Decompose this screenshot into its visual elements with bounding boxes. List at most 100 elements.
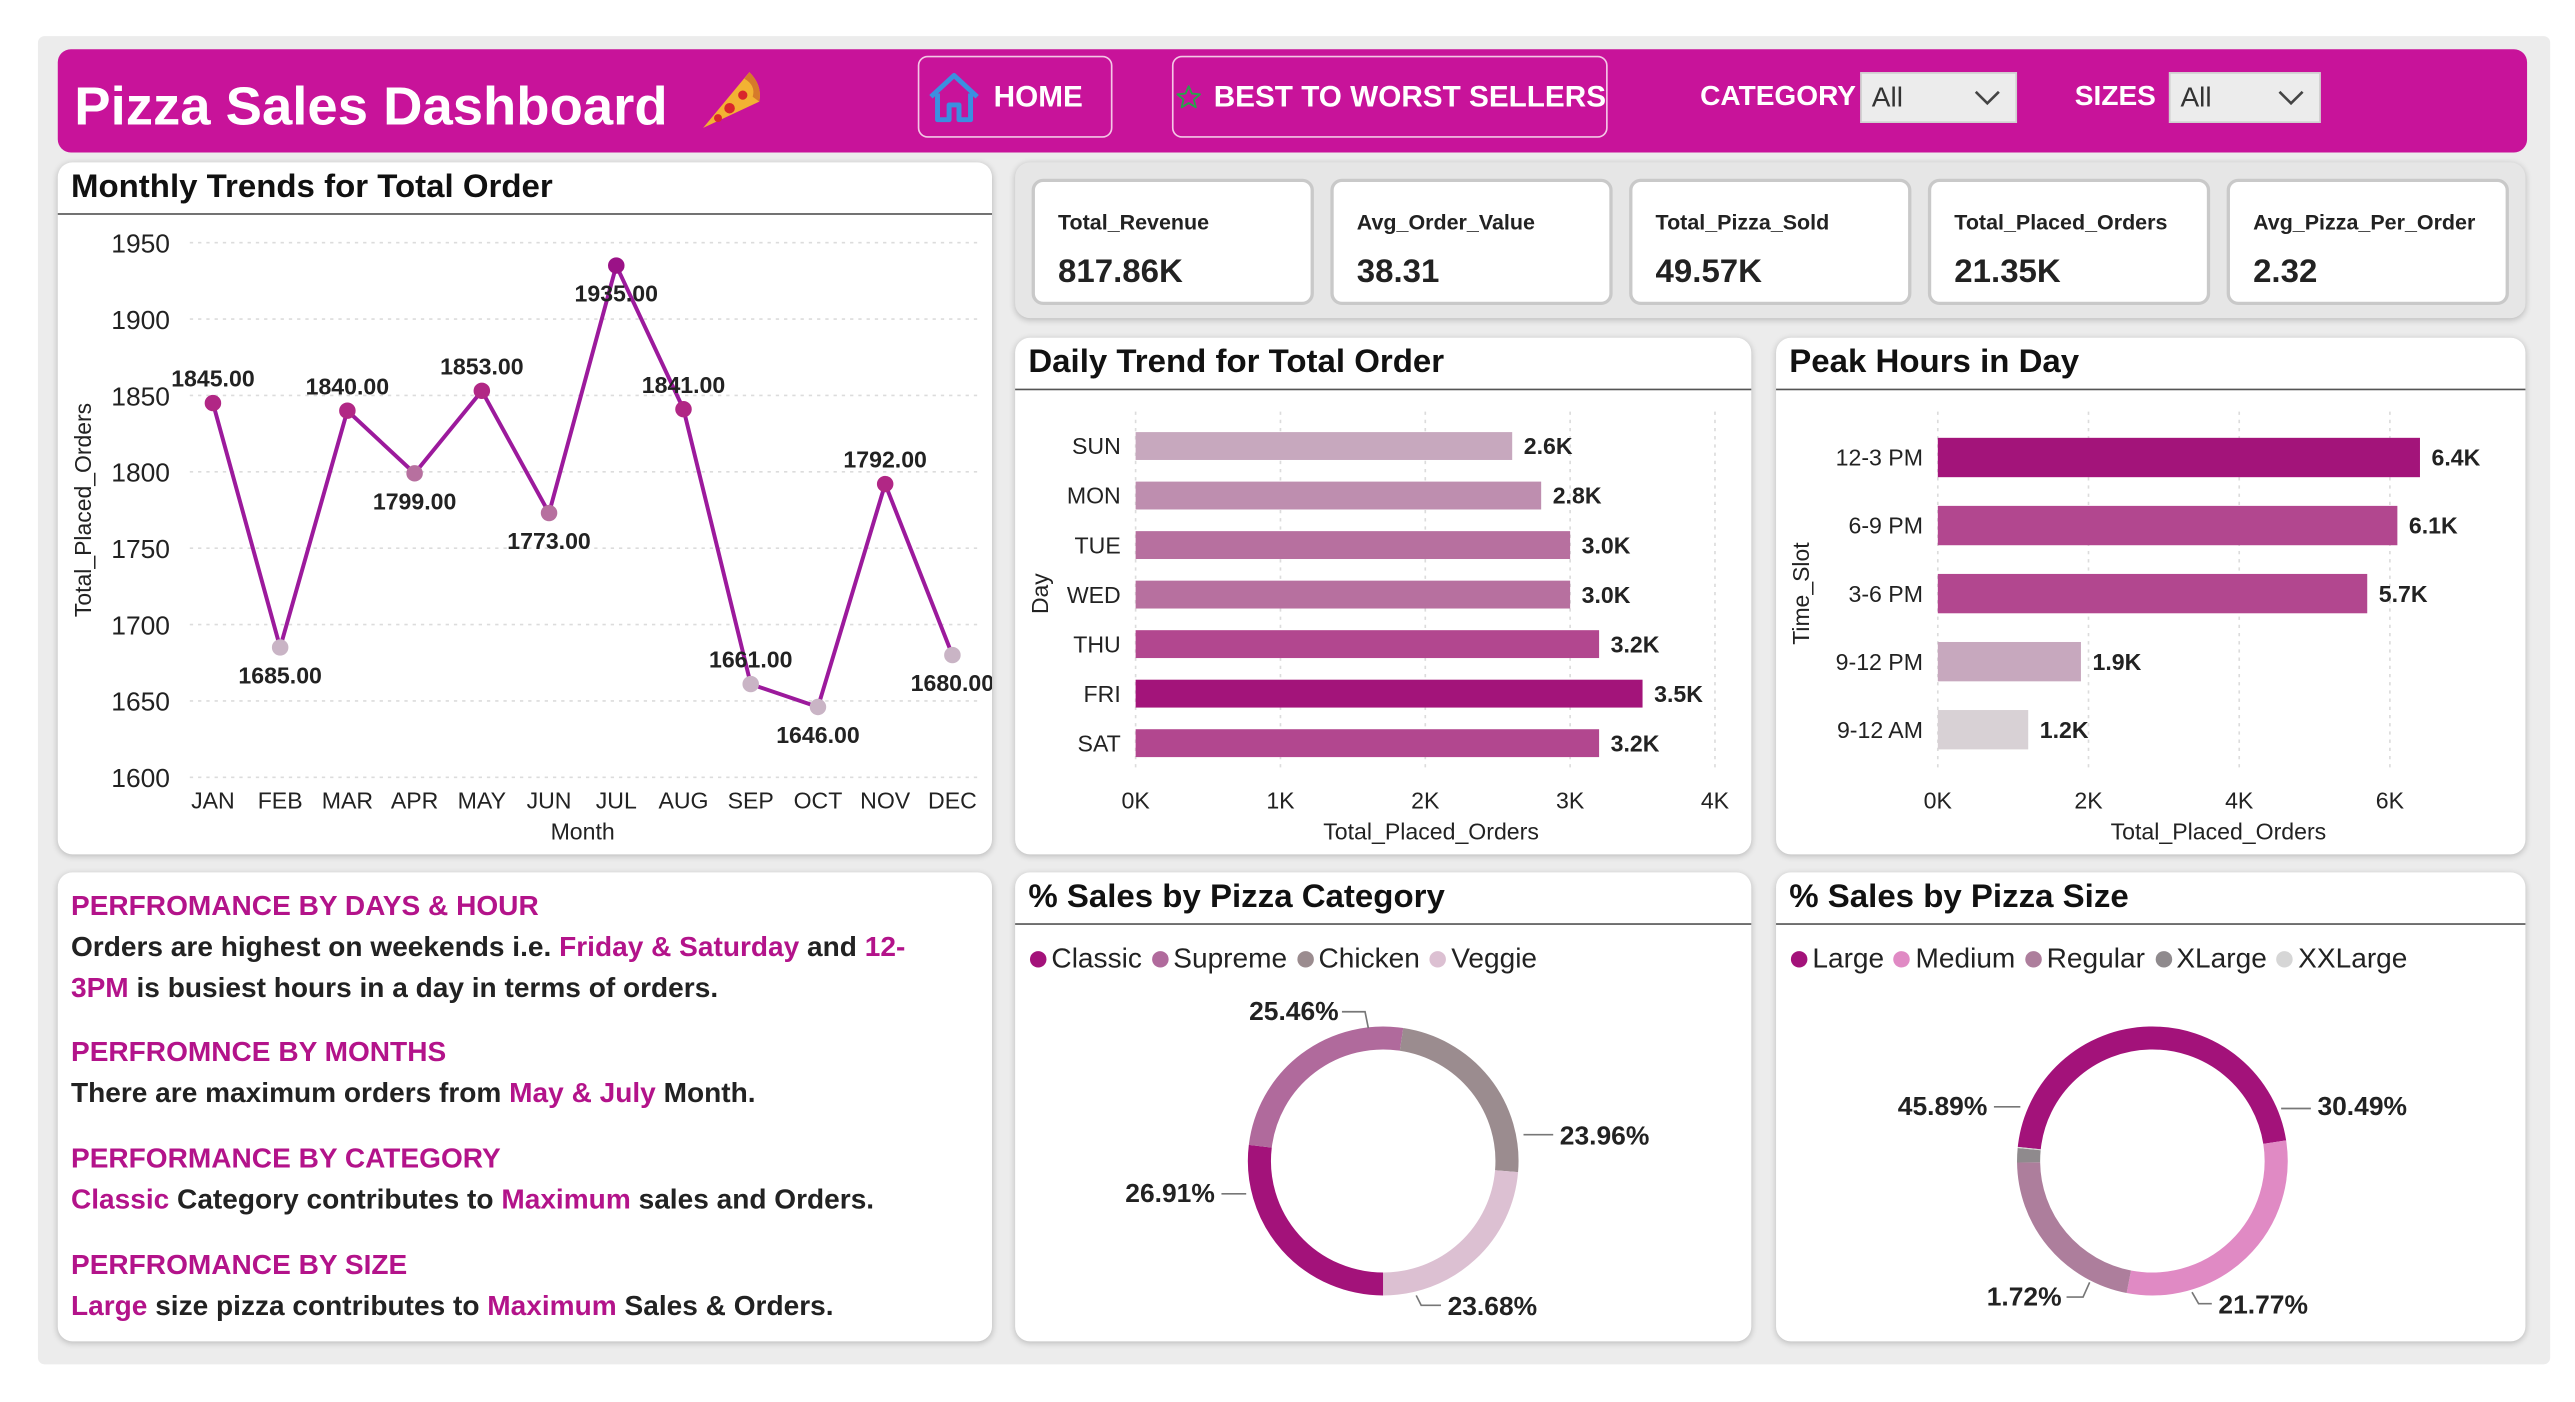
legend-swatch [2276,951,2294,968]
x-tick-label: MAR [322,787,373,813]
kpi-value: 21.35K [1954,254,2061,291]
legend-swatch [1790,951,1808,968]
size-legend: Large Medium Regular XLarge XXLarge [1790,942,2417,976]
bar [1135,679,1643,708]
data-label: 3.0K [1582,582,1631,608]
star-icon [1176,85,1201,109]
y-tick-label: 1950 [111,229,170,259]
donut-slice [2017,1162,2132,1293]
legend-item[interactable]: Veggie [1429,943,1537,976]
insight-text: There are maximum orders from [70,1077,510,1109]
data-label: 1845.00 [171,366,254,392]
legend-item[interactable]: Medium [1894,943,2015,976]
y-tick-label: 1850 [111,381,170,411]
donut-slice [2017,1148,2041,1163]
data-label: 45.89% [1898,1091,1988,1121]
home-button[interactable]: HOME [917,55,1113,138]
legend-swatch [1894,951,1911,968]
sizes-filter-value: All [2180,81,2212,113]
donut-slice [2017,1026,2287,1150]
best-to-worst-sellers-button[interactable]: BEST TO WORST SELLERS [1171,55,1608,138]
insight-text: Sales & Orders. [616,1290,834,1322]
y-tick-label: 1900 [111,305,170,335]
insight-text: Orders are highest on weekends i.e. [70,931,560,963]
insight-text: is busiest hours in a day in terms of or… [128,972,719,1004]
bar [1135,432,1513,460]
monthly-trend-title: Monthly Trends for Total Order [70,168,553,205]
best-to-worst-sellers-label: BEST TO WORST SELLERS [1213,79,1607,113]
legend-item[interactable]: XLarge [2154,943,2267,976]
category-label: MON [1067,483,1121,509]
insights-card [57,872,993,1342]
legend-swatch [1029,951,1047,968]
y-axis-label: Day [1027,573,1053,614]
kpi-label: Total_Revenue [1058,209,1210,235]
x-tick-label: MAY [458,787,506,813]
bar [1937,437,2420,478]
y-tick-label: 1700 [111,610,170,640]
legend-item[interactable]: Supreme [1151,943,1287,976]
home-icon [929,72,979,123]
kpi-value: 38.31 [1356,254,1440,291]
monthly-trend-chart: 1950 1900 1850 1800 1750 1700 1650 1600 JAN FEB MA… [70,229,992,845]
category-label: TUE [1075,532,1121,558]
sizes-filter-select[interactable]: All [2168,72,2321,123]
x-tick-label: OCT [794,787,843,813]
data-label: 1646.00 [776,722,859,748]
legend-item[interactable]: Regular [2025,943,2145,976]
data-label: 1840.00 [306,373,389,399]
x-tick-label: 4K [2225,787,2254,813]
y-tick-label: 1800 [111,458,170,488]
insight-days-heading: PERFROMANCE BY DAYS & HOUR [70,890,539,922]
x-tick-label: 0K [1121,787,1150,813]
legend-item[interactable]: Large [1790,942,1885,976]
x-tick-label: 0K [1924,787,1953,813]
data-label: 6.4K [2432,445,2481,471]
x-tick-label: JUN [527,787,572,813]
category-legend: Classic Supreme Chicken Veggie [1029,943,1547,976]
data-point [473,382,491,400]
kpi-value: 49.57K [1655,254,1763,291]
bar [1937,641,2081,682]
category-label: 3-6 PM [1849,581,1923,607]
insight-highlight: Friday & Saturday [559,931,800,963]
x-tick-label: 2K [2074,787,2103,813]
data-label: 1853.00 [440,354,523,380]
insight-highlight: Classic [70,1183,170,1216]
series-line [211,259,955,710]
data-label: 21.77% [2218,1290,2308,1320]
insight-days-text: Orders are highest on weekends i.e. Frid… [71,926,962,1008]
category-filter-select[interactable]: All [1860,72,2018,123]
data-label: 1935.00 [575,281,658,307]
title-divider [57,213,993,215]
insight-highlight: Maximum [501,1183,631,1216]
title-divider [1776,923,2526,925]
insight-category-text: Classic Category contributes to Maximum … [71,1179,962,1220]
x-tick-label: DEC [928,787,977,813]
legend-label: Large [1812,942,1885,975]
bar [1135,531,1571,560]
data-label: 3.2K [1611,631,1660,657]
donut-slice [1247,1144,1384,1296]
legend-item[interactable]: Chicken [1297,943,1420,976]
kpi-value: 2.32 [2253,254,2318,291]
data-label: 1773.00 [507,528,590,554]
legend-swatch [1429,951,1447,968]
legend-item[interactable]: XXLarge [2276,943,2407,976]
kpi-label: Total_Placed_Orders [1954,209,2168,235]
data-label: 3.5K [1654,681,1703,707]
bar [1937,573,2368,614]
x-tick-label: JUL [596,787,637,813]
insight-size-heading: PERFROMANCE BY SIZE [70,1249,408,1281]
y-tick-label: 1600 [111,763,170,793]
category-label: FRI [1084,681,1121,707]
data-label: 23.96% [1560,1121,1650,1151]
x-tick-label: FEB [258,787,303,813]
data-label: 1680.00 [911,670,992,696]
data-label: 1.9K [2093,649,2142,675]
legend-item[interactable]: Classic [1029,943,1142,976]
x-tick-label: 3K [1556,787,1585,813]
data-label: 1841.00 [642,372,725,398]
insight-category-heading: PERFORMANCE BY CATEGORY [70,1142,501,1175]
data-point [204,394,222,412]
